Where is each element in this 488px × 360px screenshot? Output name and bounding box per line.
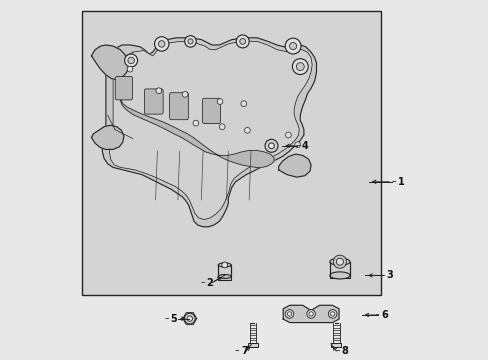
Text: –: – [295,141,300,150]
Circle shape [158,41,164,47]
Circle shape [292,59,307,75]
Bar [218,265,231,280]
Ellipse shape [329,272,349,279]
Circle shape [184,36,196,47]
FancyBboxPatch shape [144,89,163,114]
Circle shape [328,310,336,318]
Circle shape [287,312,291,316]
Circle shape [239,39,245,44]
Polygon shape [278,154,310,177]
Circle shape [217,99,223,104]
Text: 1: 1 [397,177,404,187]
Circle shape [285,310,293,318]
Text: 4: 4 [302,141,308,151]
Circle shape [330,312,334,316]
Circle shape [268,143,274,149]
Circle shape [285,132,291,138]
Text: 5: 5 [170,314,177,324]
Text: –: – [374,310,379,320]
Circle shape [222,262,227,268]
Circle shape [264,139,277,152]
Circle shape [336,258,343,265]
Circle shape [182,91,187,97]
Bar [247,343,258,347]
Circle shape [187,316,192,321]
Circle shape [308,312,313,316]
Circle shape [156,88,162,94]
FancyBboxPatch shape [115,76,132,100]
Circle shape [241,101,246,107]
Text: 3: 3 [386,270,393,280]
Circle shape [333,255,346,268]
Circle shape [244,127,250,133]
Ellipse shape [248,344,256,346]
Ellipse shape [331,344,340,346]
Polygon shape [120,99,273,167]
Circle shape [124,54,137,67]
Text: 8: 8 [341,346,348,356]
Ellipse shape [218,275,231,278]
Text: –: – [200,278,204,287]
Bar [82,11,381,295]
Circle shape [306,310,315,318]
Circle shape [193,120,199,126]
Text: –: – [164,314,168,323]
Polygon shape [283,305,338,323]
Text: 2: 2 [206,278,213,288]
Polygon shape [102,38,316,227]
Polygon shape [91,125,123,149]
Circle shape [296,63,304,71]
Text: 7: 7 [241,346,247,356]
Ellipse shape [329,258,349,265]
Circle shape [289,42,296,50]
Text: –: – [390,177,395,186]
Circle shape [236,35,249,48]
Bar [330,343,341,347]
Circle shape [154,37,168,51]
FancyBboxPatch shape [169,93,188,120]
Text: –: – [380,271,384,280]
Circle shape [184,313,195,324]
Circle shape [285,38,301,54]
Text: –: – [234,346,239,356]
Circle shape [127,57,134,64]
Polygon shape [109,41,311,220]
Text: –: – [335,346,339,356]
Circle shape [127,66,133,72]
Polygon shape [91,45,128,80]
FancyBboxPatch shape [202,98,220,123]
Bar [329,262,349,278]
Ellipse shape [218,263,231,267]
Circle shape [219,124,224,130]
Text: 6: 6 [381,310,387,320]
Circle shape [187,39,193,44]
Circle shape [294,142,300,148]
